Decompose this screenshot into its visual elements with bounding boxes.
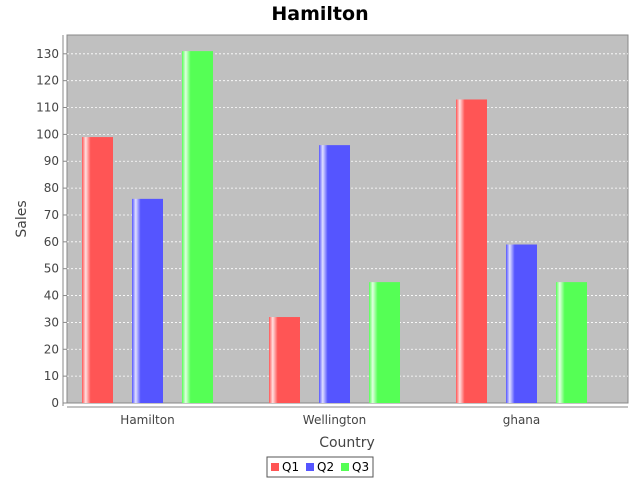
- bar-q3-0: [182, 51, 213, 403]
- y-axis-label: Sales: [14, 200, 30, 237]
- y-tick-label: 90: [44, 154, 59, 168]
- bar-q1-1: [269, 317, 300, 403]
- y-tick-label: 80: [44, 181, 59, 195]
- x-axis-label: Country: [319, 435, 375, 451]
- legend-swatch-q1: [271, 463, 279, 471]
- bar-q1-0: [82, 137, 113, 403]
- bar-q2-0: [132, 198, 163, 403]
- bar-q3-2: [556, 282, 587, 403]
- y-tick-label: 30: [44, 315, 59, 329]
- axes-group: 0 10 20 30 40 50 60 70 80 90 100 110 120 130 Hamilton W…: [36, 35, 628, 427]
- y-tick-label: 70: [44, 208, 59, 222]
- legend-swatch-q3: [341, 463, 349, 471]
- legend-box: [266, 456, 374, 478]
- bars-group: [82, 51, 587, 403]
- bar-q3-1: [369, 282, 400, 403]
- y-tick-label: 130: [36, 47, 59, 61]
- bar-q1-2: [456, 99, 487, 403]
- y-tick-label: 50: [44, 262, 59, 276]
- bar-q2-1: [319, 145, 350, 403]
- legend-label-q2: Q2: [317, 460, 334, 474]
- x-tick-label: ghana: [503, 413, 541, 427]
- x-tick-label: Wellington: [303, 413, 366, 427]
- y-tick-label: 120: [36, 74, 59, 88]
- y-tick-label: 100: [36, 127, 59, 141]
- y-tick-label: 40: [44, 289, 59, 303]
- chart-title: Hamilton: [271, 3, 368, 25]
- y-tick-label: 110: [36, 101, 59, 115]
- legend-label-q3: Q3: [352, 460, 369, 474]
- y-tick-label: 10: [44, 369, 59, 383]
- y-tick-label: 60: [44, 235, 59, 249]
- y-tick-label: 0: [51, 396, 59, 410]
- x-tick-label: Hamilton: [120, 413, 174, 427]
- legend-label-q1: Q1: [282, 460, 299, 474]
- legend: Q1 Q2 Q3: [266, 456, 374, 478]
- y-tick-label: 20: [44, 342, 59, 356]
- bar-q2-2: [506, 244, 537, 403]
- legend-swatch-q2: [306, 463, 314, 471]
